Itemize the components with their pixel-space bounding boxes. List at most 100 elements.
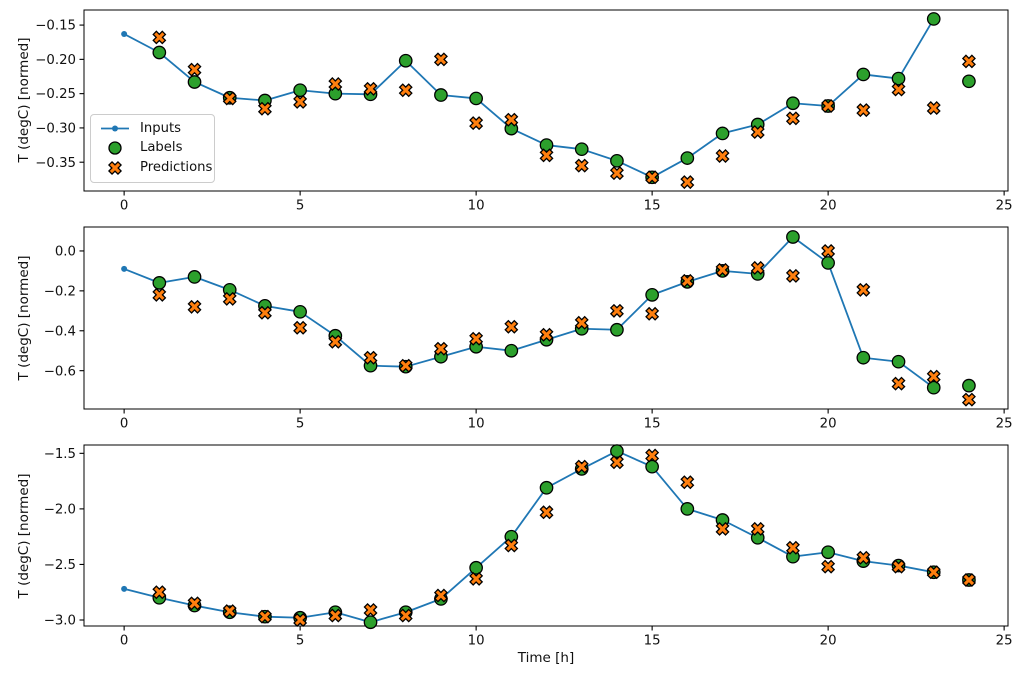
label-marker xyxy=(680,502,695,516)
prediction-marker xyxy=(609,166,624,181)
prediction-marker xyxy=(328,608,343,623)
label-marker xyxy=(610,153,624,168)
x-axis-label: Time [h] xyxy=(517,650,575,666)
inputs-line xyxy=(123,18,935,179)
prediction-marker xyxy=(680,273,695,288)
prediction-marker xyxy=(821,98,836,113)
prediction-marker xyxy=(257,609,272,624)
label-marker xyxy=(469,560,483,575)
label-marker xyxy=(398,53,413,68)
prediction-marker xyxy=(187,299,202,314)
prediction-marker xyxy=(891,559,906,574)
label-marker xyxy=(645,459,659,474)
label-marker xyxy=(434,88,448,102)
label-marker xyxy=(856,350,871,365)
x-tick-label: 25 xyxy=(996,417,1013,432)
prediction-marker xyxy=(152,585,167,600)
prediction-marker xyxy=(328,334,343,349)
prediction-marker xyxy=(856,550,871,565)
prediction-marker xyxy=(961,572,976,588)
x-tick-label: 20 xyxy=(820,199,837,214)
prediction-marker xyxy=(750,521,765,536)
prediction-marker xyxy=(926,565,941,580)
prediction-marker xyxy=(363,81,378,96)
prediction-marker xyxy=(785,540,800,555)
prediction-marker xyxy=(504,538,519,553)
prediction-marker xyxy=(257,101,272,116)
x-tick-label: 15 xyxy=(644,199,661,214)
x-tick-label: 15 xyxy=(644,634,661,649)
legend-label-labels: Labels xyxy=(140,140,183,156)
prediction-marker xyxy=(645,448,660,463)
prediction-marker xyxy=(257,305,272,320)
y-tick-label: −3.0 xyxy=(44,614,76,629)
subplot-3: 0 5 10 15 20 25 −1.5 −2.0 −2.5 −3.0 xyxy=(44,444,1013,649)
prediction-marker xyxy=(785,268,800,283)
input-point xyxy=(121,585,128,592)
prediction-marker xyxy=(821,559,836,574)
x-tick-label: 0 xyxy=(120,417,128,432)
predictions-marker-sample xyxy=(107,160,123,176)
label-marker xyxy=(891,354,906,369)
x-tick-label: 15 xyxy=(644,417,661,432)
prediction-marker xyxy=(609,303,624,318)
prediction-marker xyxy=(856,103,871,118)
prediction-marker xyxy=(574,459,589,474)
prediction-marker xyxy=(187,596,202,611)
y-tick-label: −2.0 xyxy=(44,502,76,517)
prediction-marker xyxy=(504,112,519,127)
prediction-marker xyxy=(680,175,695,190)
x-tick-label: 25 xyxy=(996,634,1013,649)
prediction-marker xyxy=(293,94,308,109)
label-marker xyxy=(680,151,695,165)
legend-label-inputs: Inputs xyxy=(140,120,182,136)
label-marker xyxy=(645,288,659,302)
label-marker xyxy=(891,71,906,86)
inputs-line xyxy=(123,450,934,624)
prediction-marker xyxy=(645,170,660,185)
prediction-marker xyxy=(574,315,589,330)
label-marker xyxy=(152,45,167,60)
prediction-marker xyxy=(222,604,237,619)
x-tick-label: 10 xyxy=(468,634,485,649)
y-tick-label: −0.30 xyxy=(35,122,76,137)
prediction-marker xyxy=(574,158,589,173)
y-axis-label-subplot-2: T (degC) [normed] xyxy=(16,255,32,381)
prediction-marker xyxy=(715,262,730,277)
legend-label-predictions: Predictions xyxy=(140,160,213,176)
label-marker xyxy=(856,67,871,82)
prediction-marker xyxy=(363,602,378,618)
label-marker xyxy=(363,615,378,630)
label-marker xyxy=(293,83,307,98)
prediction-marker xyxy=(293,320,308,335)
prediction-marker xyxy=(785,111,800,126)
prediction-marker xyxy=(926,369,941,384)
legend-item-predictions: Predictions xyxy=(98,160,212,176)
prediction-marker xyxy=(152,30,167,45)
x-tick-label: 20 xyxy=(820,634,837,649)
y-axis-label-subplot-1: T (degC) [normed] xyxy=(16,37,32,163)
label-marker xyxy=(539,480,554,495)
label-marker xyxy=(469,91,483,106)
inputs-line-sample xyxy=(101,125,129,132)
x-tick-label: 25 xyxy=(996,199,1013,214)
prediction-marker xyxy=(750,260,765,275)
x-tick-label: 0 xyxy=(120,634,128,649)
x-tick-label: 10 xyxy=(468,199,485,214)
label-marker xyxy=(574,142,589,157)
axes-frame xyxy=(83,444,1009,627)
subplot-1: 0 5 10 15 20 25 −0.15 −0.20 −0.25 −0.30 −0.35 xyxy=(35,9,1013,214)
x-tick-label: 5 xyxy=(296,199,304,214)
legend: Inputs Labels Predictions xyxy=(90,114,215,183)
label-marker xyxy=(926,380,941,395)
input-point xyxy=(121,265,128,272)
prediction-marker xyxy=(715,521,730,536)
prediction-marker xyxy=(363,350,378,365)
y-tick-label: 0.0 xyxy=(55,245,76,260)
prediction-marker xyxy=(891,376,906,391)
prediction-marker xyxy=(891,82,906,97)
label-marker xyxy=(187,270,202,284)
label-marker xyxy=(539,138,554,152)
label-marker xyxy=(962,378,976,393)
